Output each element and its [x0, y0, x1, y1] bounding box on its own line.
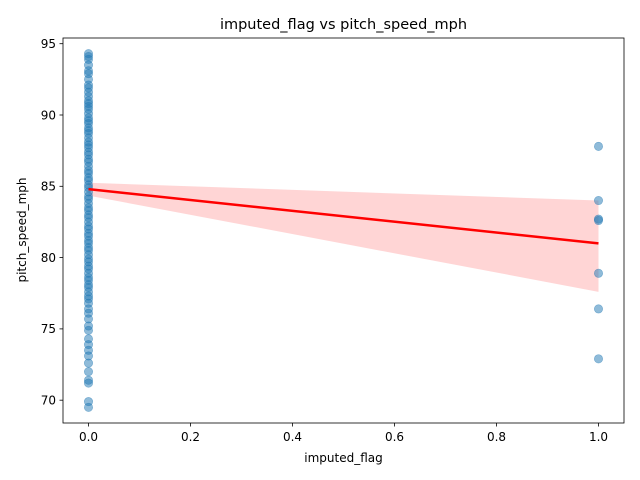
scatter-point-x0-78 [84, 367, 94, 377]
scatter-point-x1-4 [593, 268, 603, 278]
plot-area: 0.0 0.2 0.4 0.6 0.8 1.0 70 75 80 85 90 95 [41, 37, 625, 444]
scatter-point-x0-80 [84, 378, 94, 388]
scatter-point-x1-0 [593, 141, 603, 151]
x-tick-label-0: 0.0 [79, 430, 98, 444]
y-tick-label-3: 85 [41, 180, 56, 194]
scatter-point-x0-72 [84, 325, 94, 335]
y-tick-label-1: 75 [41, 322, 56, 336]
x-tick-label-4: 0.8 [487, 430, 506, 444]
y-tick-label-2: 80 [41, 251, 56, 265]
y-axis-label: pitch_speed_mph [15, 177, 29, 282]
chart-title: imputed_flag vs pitch_speed_mph [220, 17, 467, 33]
scatter-point-x1-1 [593, 196, 603, 206]
y-tick-label-5: 95 [41, 37, 56, 51]
scatter-point-x1-5 [593, 304, 603, 314]
x-tick-label-3: 0.6 [385, 430, 404, 444]
x-tick-label-5: 1.0 [589, 430, 608, 444]
y-tick-label-4: 90 [41, 108, 56, 122]
regression-line [88, 187, 599, 245]
scatter-point-x1-6 [593, 354, 603, 364]
y-tick-label-0: 70 [41, 393, 56, 407]
scatter-point-x0-82 [84, 402, 94, 412]
scatter-point-x0-77 [84, 358, 94, 368]
confidence-band [88, 182, 599, 292]
x-tick-label-2: 0.4 [283, 430, 302, 444]
axes-frame [62, 37, 625, 424]
x-tick-label-1: 0.2 [181, 430, 200, 444]
x-axis-label: imputed_flag [304, 451, 382, 465]
scatter-point-x1-3 [593, 216, 603, 226]
